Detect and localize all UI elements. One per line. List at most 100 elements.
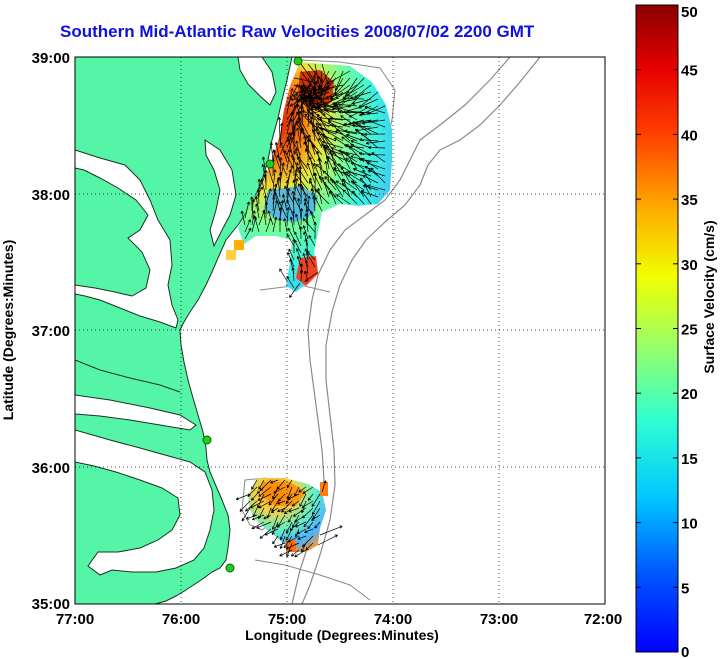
- velocity-arrow: [350, 155, 372, 163]
- velocity-arrow: [245, 514, 258, 520]
- velocity-arrow: [311, 129, 323, 149]
- velocity-arrow: [288, 514, 293, 523]
- velocity-arrow: [258, 500, 272, 509]
- velocity-arrow: [255, 203, 260, 219]
- velocity-arrow: [285, 528, 293, 541]
- velocity-arrow: [288, 248, 295, 261]
- velocity-arrow: [268, 493, 279, 506]
- velocity-arrow: [299, 208, 304, 226]
- velocity-arrow: [272, 535, 279, 545]
- velocity-arrow: [301, 500, 314, 509]
- y-tick-labels: 39:00 38:00 37:00 36:00 35:00: [32, 50, 70, 613]
- velocity-arrow: [272, 196, 276, 212]
- albemarle-sound: [75, 394, 197, 431]
- velocity-arrow: [303, 141, 316, 163]
- velocity-arrow: [352, 121, 372, 135]
- x-tick-labels: 77:00 76:00 75:00 74:00 73:00 72:00: [56, 611, 622, 628]
- pamlico-sound: [75, 429, 215, 576]
- velocity-arrow: [241, 507, 251, 522]
- radar-site-marker: [293, 56, 303, 66]
- colorbar-tick-label: 0: [681, 644, 689, 659]
- velocity-arrow: [312, 507, 321, 520]
- radar-sites: [202, 56, 303, 573]
- velocity-arrow: [295, 248, 302, 261]
- velocity-arrow: [321, 143, 330, 163]
- velocity-arrow: [269, 142, 274, 163]
- x-tick-label: 74:00: [374, 611, 412, 628]
- y-tick-label: 35:00: [32, 596, 70, 613]
- radar-site-marker: [225, 563, 235, 573]
- velocity-arrow: [278, 217, 282, 233]
- velocity-arrow: [261, 163, 267, 184]
- map-title: Southern Mid-Atlantic Raw Velocities 200…: [60, 22, 535, 41]
- velocity-arrow: [283, 535, 293, 549]
- velocity-arrow: [273, 486, 286, 494]
- velocity-arrow: [281, 500, 293, 513]
- colorbar-tick-label: 30: [681, 257, 698, 274]
- velocity-arrow: [365, 140, 386, 145]
- velocity-arrow: [277, 116, 282, 142]
- velocity-arrow: [244, 201, 250, 219]
- velocity-cell: [234, 240, 244, 250]
- velocity-arrow: [279, 549, 293, 557]
- velocity-arrow: [334, 130, 358, 142]
- y-tick-label: 39:00: [32, 50, 70, 67]
- velocity-arrow: [320, 84, 344, 92]
- velocity-cell: [320, 482, 328, 496]
- velocity-arrow: [324, 176, 337, 191]
- velocity-arrow: [287, 493, 300, 500]
- velocity-arrow: [304, 271, 319, 282]
- velocity-arrow: [308, 156, 316, 177]
- velocity-arrow: [359, 112, 379, 117]
- velocity-arrow: [303, 514, 314, 528]
- velocity-arrow: [350, 139, 372, 149]
- velocity-arrow: [314, 197, 323, 212]
- velocity-arrow: [273, 542, 286, 548]
- velocity-arrow: [306, 135, 323, 156]
- velocity-arrow: [278, 201, 288, 219]
- velocity-arrow: [262, 211, 267, 226]
- velocity-arrow: [291, 500, 300, 507]
- velocity-arrow: [294, 528, 300, 538]
- velocity-arrow: [285, 521, 293, 534]
- colorbar-tick-label: 15: [681, 451, 698, 468]
- colorbar-tick-label: 45: [681, 63, 698, 80]
- velocity-arrow: [364, 183, 372, 198]
- velocity-arrow: [244, 227, 252, 240]
- velocity-arrow: [305, 208, 309, 226]
- velocity-arrow: [295, 521, 307, 528]
- velocity-arrow: [293, 169, 298, 191]
- velocity-arrow: [317, 158, 323, 177]
- velocity-arrow: [317, 534, 338, 546]
- velocity-arrow: [345, 171, 365, 184]
- velocity-arrow: [302, 486, 314, 494]
- velocity-arrow: [302, 225, 309, 240]
- y-axis-title: Latitude (Degrees:Minutes): [0, 240, 16, 420]
- velocity-arrow: [331, 179, 344, 198]
- river-channel: [75, 359, 181, 393]
- velocity-arrow: [291, 210, 296, 226]
- velocity-arrow: [344, 84, 365, 97]
- velocity-arrow: [276, 521, 286, 528]
- velocity-arrow: [362, 175, 379, 184]
- velocity-arrow: [293, 95, 316, 114]
- velocity-arrow: [293, 178, 299, 198]
- y-tick-label: 36:00: [32, 460, 70, 477]
- velocity-arrow: [292, 507, 307, 517]
- velocity-arrow: [295, 140, 302, 163]
- velocity-arrow: [257, 493, 272, 501]
- velocity-arrow: [362, 169, 372, 184]
- velocity-arrow: [264, 201, 269, 219]
- velocity-arrow: [337, 163, 358, 177]
- velocity-arrow: [251, 199, 255, 219]
- velocity-arrow: [279, 141, 288, 163]
- velocity-arrow: [360, 132, 379, 149]
- colorbar-ticks: 0 5 10 15 20 25 30 35 40 45 50: [636, 4, 698, 659]
- velocity-arrow: [256, 486, 265, 494]
- velocity-arrow: [311, 514, 321, 521]
- velocity-arrow: [315, 128, 330, 149]
- velocity-arrow: [337, 107, 358, 121]
- velocity-arrow: [294, 514, 307, 523]
- velocity-arrow: [326, 70, 351, 84]
